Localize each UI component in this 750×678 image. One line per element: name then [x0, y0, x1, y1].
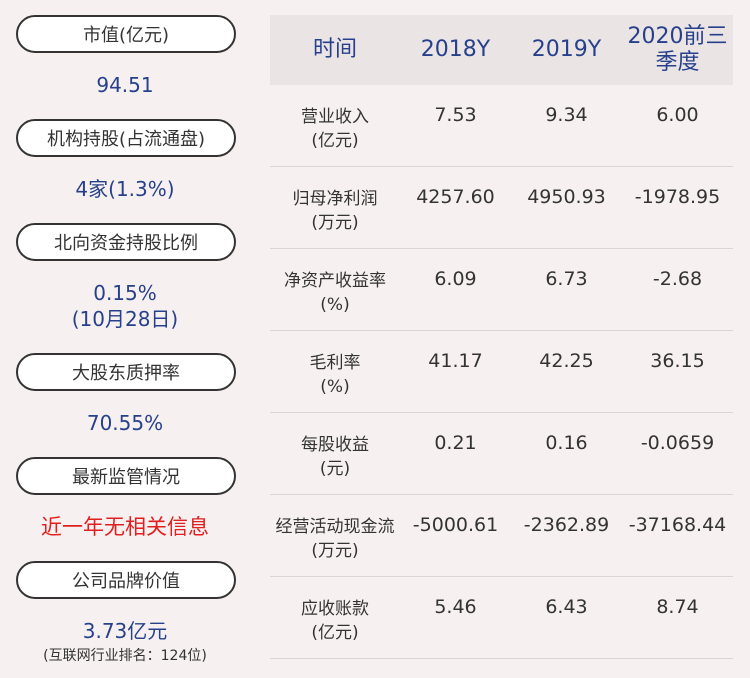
market-cap-label-pill: 市值(亿元): [16, 15, 236, 53]
row-value-cell: 0.16: [545, 432, 588, 454]
row-value-cell: 6.09: [434, 268, 477, 290]
row-label-unit: (%): [320, 295, 350, 315]
header-2019: 2019Y: [531, 37, 602, 62]
row-value-cell: 5.46: [434, 596, 477, 618]
brand-value-value: 3.73亿元: [82, 619, 168, 643]
financial-table: 时间 2018Y 2019Y 2020前三季度 营业收入 (亿元) 7.53 9.34…: [270, 15, 733, 659]
row-value-cell: 6.00: [656, 104, 699, 126]
brand-value-rank-note: (互联网行业排名：124位): [43, 648, 207, 664]
institution-holding-label: 机构持股(占流通盘): [46, 129, 206, 150]
row-label-unit: (亿元): [311, 623, 359, 643]
regulation-label: 最新监管情况: [72, 467, 180, 488]
row-value-cell: -2362.89: [523, 514, 610, 536]
table-row: 毛利率 (%) 41.17 42.25 36.15: [270, 331, 733, 413]
row-label: 归母净利润 (万元): [270, 167, 400, 248]
brand-value-label-pill: 公司品牌价值: [16, 561, 236, 599]
northbound-ratio-date: (10月28日): [71, 307, 179, 331]
row-label-name: 毛利率: [309, 353, 361, 373]
northbound-ratio-label: 北向资金持股比例: [54, 233, 198, 254]
row-label-unit: (亿元): [311, 131, 359, 151]
market-cap-value: 94.51: [96, 73, 154, 97]
pledge-ratio-label: 大股东质押率: [72, 363, 180, 384]
row-value-cell: -1978.95: [634, 186, 721, 208]
row-label-name: 应收账款: [301, 599, 369, 619]
header-2018: 2018Y: [420, 37, 491, 62]
row-label: 净资产收益率 (%): [270, 249, 400, 330]
row-label-unit: (万元): [311, 541, 359, 561]
institution-holding-label-pill: 机构持股(占流通盘): [16, 119, 236, 157]
row-value-cell: -0.0659: [640, 432, 715, 454]
row-label-name: 经营活动现金流: [275, 517, 395, 537]
row-label-unit: (%): [320, 377, 350, 397]
row-value-cell: 6.73: [545, 268, 588, 290]
row-value-cell: -2.68: [652, 268, 703, 290]
row-value-cell: 41.17: [428, 350, 483, 372]
row-value-cell: -37168.44: [628, 514, 727, 536]
row-label: 经营活动现金流 (万元): [270, 495, 400, 576]
table-row: 营业收入 (亿元) 7.53 9.34 6.00: [270, 85, 733, 167]
regulation-value: 近一年无相关信息: [41, 515, 209, 539]
table-body: 营业收入 (亿元) 7.53 9.34 6.00 归母净利润 (万元) 4257.60 4950…: [270, 85, 733, 659]
row-value-cell: 42.25: [539, 350, 594, 372]
row-label-name: 净资产收益率: [284, 271, 386, 291]
table-row: 应收账款 (亿元) 5.46 6.43 8.74: [270, 577, 733, 659]
row-value-cell: 7.53: [434, 104, 477, 126]
row-value-cell: -5000.61: [412, 514, 499, 536]
northbound-ratio-value: 0.15%: [93, 281, 157, 305]
brand-value-label: 公司品牌价值: [72, 571, 180, 592]
pledge-ratio-value: 70.55%: [86, 411, 164, 435]
row-label: 营业收入 (亿元): [270, 85, 400, 166]
row-value-cell: 4257.60: [416, 186, 495, 208]
row-label-name: 每股收益: [301, 435, 369, 455]
row-value-cell: 8.74: [656, 596, 699, 618]
header-2020q3: 2020前三季度: [627, 24, 728, 75]
row-label: 应收账款 (亿元): [270, 577, 400, 658]
row-label-unit: (万元): [311, 213, 359, 233]
regulation-label-pill: 最新监管情况: [16, 457, 236, 495]
row-value-cell: 9.34: [545, 104, 588, 126]
row-label: 毛利率 (%): [270, 331, 400, 412]
table-header: 时间 2018Y 2019Y 2020前三季度: [270, 15, 733, 85]
header-time: 时间: [312, 37, 357, 62]
institution-holding-value: 4家(1.3%): [75, 177, 175, 201]
table-row: 每股收益 (元) 0.21 0.16 -0.0659: [270, 413, 733, 495]
table-row: 归母净利润 (万元) 4257.60 4950.93 -1978.95: [270, 167, 733, 249]
row-value-cell: 0.21: [434, 432, 477, 454]
row-value-cell: 4950.93: [527, 186, 606, 208]
market-cap-label: 市值(亿元): [82, 25, 170, 46]
row-label-name: 营业收入: [301, 107, 369, 127]
row-label-unit: (元): [319, 459, 351, 479]
stock-summary-panel: 市值(亿元) 94.51 机构持股(占流通盘) 4家(1.3%) 北向资金持股比…: [0, 0, 250, 678]
northbound-ratio-label-pill: 北向资金持股比例: [16, 223, 236, 261]
row-label: 每股收益 (元): [270, 413, 400, 494]
table-row: 净资产收益率 (%) 6.09 6.73 -2.68: [270, 249, 733, 331]
row-value-cell: 6.43: [545, 596, 588, 618]
table-row: 经营活动现金流 (万元) -5000.61 -2362.89 -37168.44: [270, 495, 733, 577]
pledge-ratio-label-pill: 大股东质押率: [16, 353, 236, 391]
row-value-cell: 36.15: [650, 350, 705, 372]
row-label-name: 归母净利润: [292, 189, 378, 209]
